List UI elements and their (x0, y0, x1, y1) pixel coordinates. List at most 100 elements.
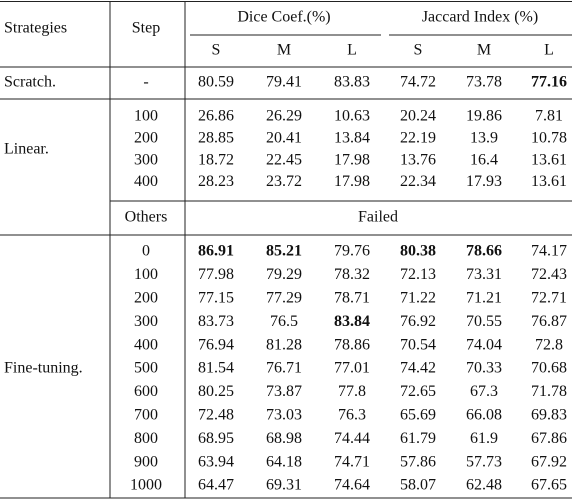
value-cell: 63.94 (198, 453, 234, 470)
value-cell: 28.23 (198, 173, 234, 190)
step-cell: - (143, 74, 148, 91)
subcolumn-header: L (544, 42, 554, 59)
value-cell: 76.87 (531, 313, 567, 330)
value-cell: 20.24 (400, 108, 436, 125)
value-cell: 26.29 (266, 108, 302, 125)
value-cell: 57.73 (466, 453, 502, 470)
value-cell: 71.21 (466, 289, 502, 306)
subcolumn-header: M (277, 42, 291, 59)
value-cell: 67.92 (531, 453, 567, 470)
value-cell: 72.65 (400, 383, 436, 400)
value-cell: 20.41 (266, 129, 302, 146)
value-cell: 83.83 (334, 74, 370, 91)
value-cell: 68.95 (198, 430, 234, 447)
step-cell: 0 (142, 243, 150, 260)
header-strategies: Strategies (4, 20, 67, 37)
value-cell: 76.3 (338, 406, 366, 423)
step-cell: 500 (134, 360, 158, 377)
step-cell: 1000 (130, 477, 162, 494)
value-cell: 83.73 (198, 313, 234, 330)
value-cell: 81.28 (266, 336, 302, 353)
value-cell: 78.86 (334, 336, 370, 353)
value-cell: 85.21 (266, 243, 302, 260)
value-cell: 74.44 (334, 430, 370, 447)
value-cell: 17.98 (334, 173, 370, 190)
value-cell: 70.68 (531, 360, 567, 377)
value-cell: 10.78 (531, 129, 567, 146)
value-cell: 19.86 (466, 108, 502, 125)
value-cell: 23.72 (266, 173, 302, 190)
value-cell: 70.33 (466, 360, 502, 377)
value-cell: 28.85 (198, 129, 234, 146)
value-cell: 64.18 (266, 453, 302, 470)
strategy-label: Fine-tuning. (4, 360, 83, 377)
value-cell: 79.41 (266, 74, 302, 91)
value-cell: 7.81 (535, 108, 563, 125)
value-cell: 77.16 (531, 74, 567, 91)
value-cell: 22.34 (400, 173, 436, 190)
value-cell: 16.4 (470, 151, 498, 168)
value-cell: 72.48 (198, 406, 234, 423)
value-cell: 17.98 (334, 151, 370, 168)
value-cell: 70.54 (400, 336, 436, 353)
value-cell: 17.93 (466, 173, 502, 190)
value-cell: 13.76 (400, 151, 436, 168)
value-cell: 77.15 (198, 289, 234, 306)
value-cell: 61.9 (470, 430, 498, 447)
step-cell: 300 (134, 151, 158, 168)
step-cell: 100 (134, 108, 158, 125)
value-cell: 73.03 (266, 406, 302, 423)
value-cell: 64.47 (198, 477, 234, 494)
value-cell: 78.66 (466, 243, 502, 260)
subcolumn-header: L (347, 42, 357, 59)
value-cell: 80.38 (400, 243, 436, 260)
value-cell: 13.61 (531, 151, 567, 168)
value-cell: 74.04 (466, 336, 502, 353)
step-cell: 900 (134, 453, 158, 470)
value-cell: 72.71 (531, 289, 567, 306)
step-cell: 200 (134, 129, 158, 146)
value-cell: 57.86 (400, 453, 436, 470)
value-cell: 74.17 (531, 243, 567, 260)
value-cell: 73.78 (466, 74, 502, 91)
value-cell: 77.8 (338, 383, 366, 400)
value-cell: 86.91 (198, 243, 234, 260)
step-cell: 300 (134, 313, 158, 330)
value-cell: 74.71 (334, 453, 370, 470)
value-cell: 77.98 (198, 266, 234, 283)
value-cell: 76.71 (266, 360, 302, 377)
header-step: Step (132, 20, 160, 37)
value-cell: 22.19 (400, 129, 436, 146)
value-cell: 73.87 (266, 383, 302, 400)
value-cell: 13.84 (334, 129, 370, 146)
step-cell: 600 (134, 383, 158, 400)
value-cell: 77.01 (334, 360, 370, 377)
value-cell: 72.43 (531, 266, 567, 283)
subcolumn-header: S (212, 42, 221, 59)
step-cell: 100 (134, 266, 158, 283)
value-cell: 74.42 (400, 360, 436, 377)
value-cell: 79.29 (266, 266, 302, 283)
value-cell: 78.32 (334, 266, 370, 283)
value-cell: 70.55 (466, 313, 502, 330)
value-cell: 67.65 (531, 477, 567, 494)
step-cell: 400 (134, 173, 158, 190)
value-cell: 71.78 (531, 383, 567, 400)
value-cell: 69.31 (266, 477, 302, 494)
value-cell: 66.08 (466, 406, 502, 423)
value-cell: 67.86 (531, 430, 567, 447)
step-cell: 400 (134, 336, 158, 353)
value-cell: 65.69 (400, 406, 436, 423)
value-cell: 62.48 (466, 477, 502, 494)
value-cell: 81.54 (198, 360, 234, 377)
value-cell: 71.22 (400, 289, 436, 306)
value-cell: 22.45 (266, 151, 302, 168)
value-cell: 79.76 (334, 243, 370, 260)
value-cell: 18.72 (198, 151, 234, 168)
step-cell: 700 (134, 406, 158, 423)
value-cell: 78.71 (334, 289, 370, 306)
value-cell: 26.86 (198, 108, 234, 125)
value-cell: 74.64 (334, 477, 370, 494)
value-cell: 69.83 (531, 406, 567, 423)
